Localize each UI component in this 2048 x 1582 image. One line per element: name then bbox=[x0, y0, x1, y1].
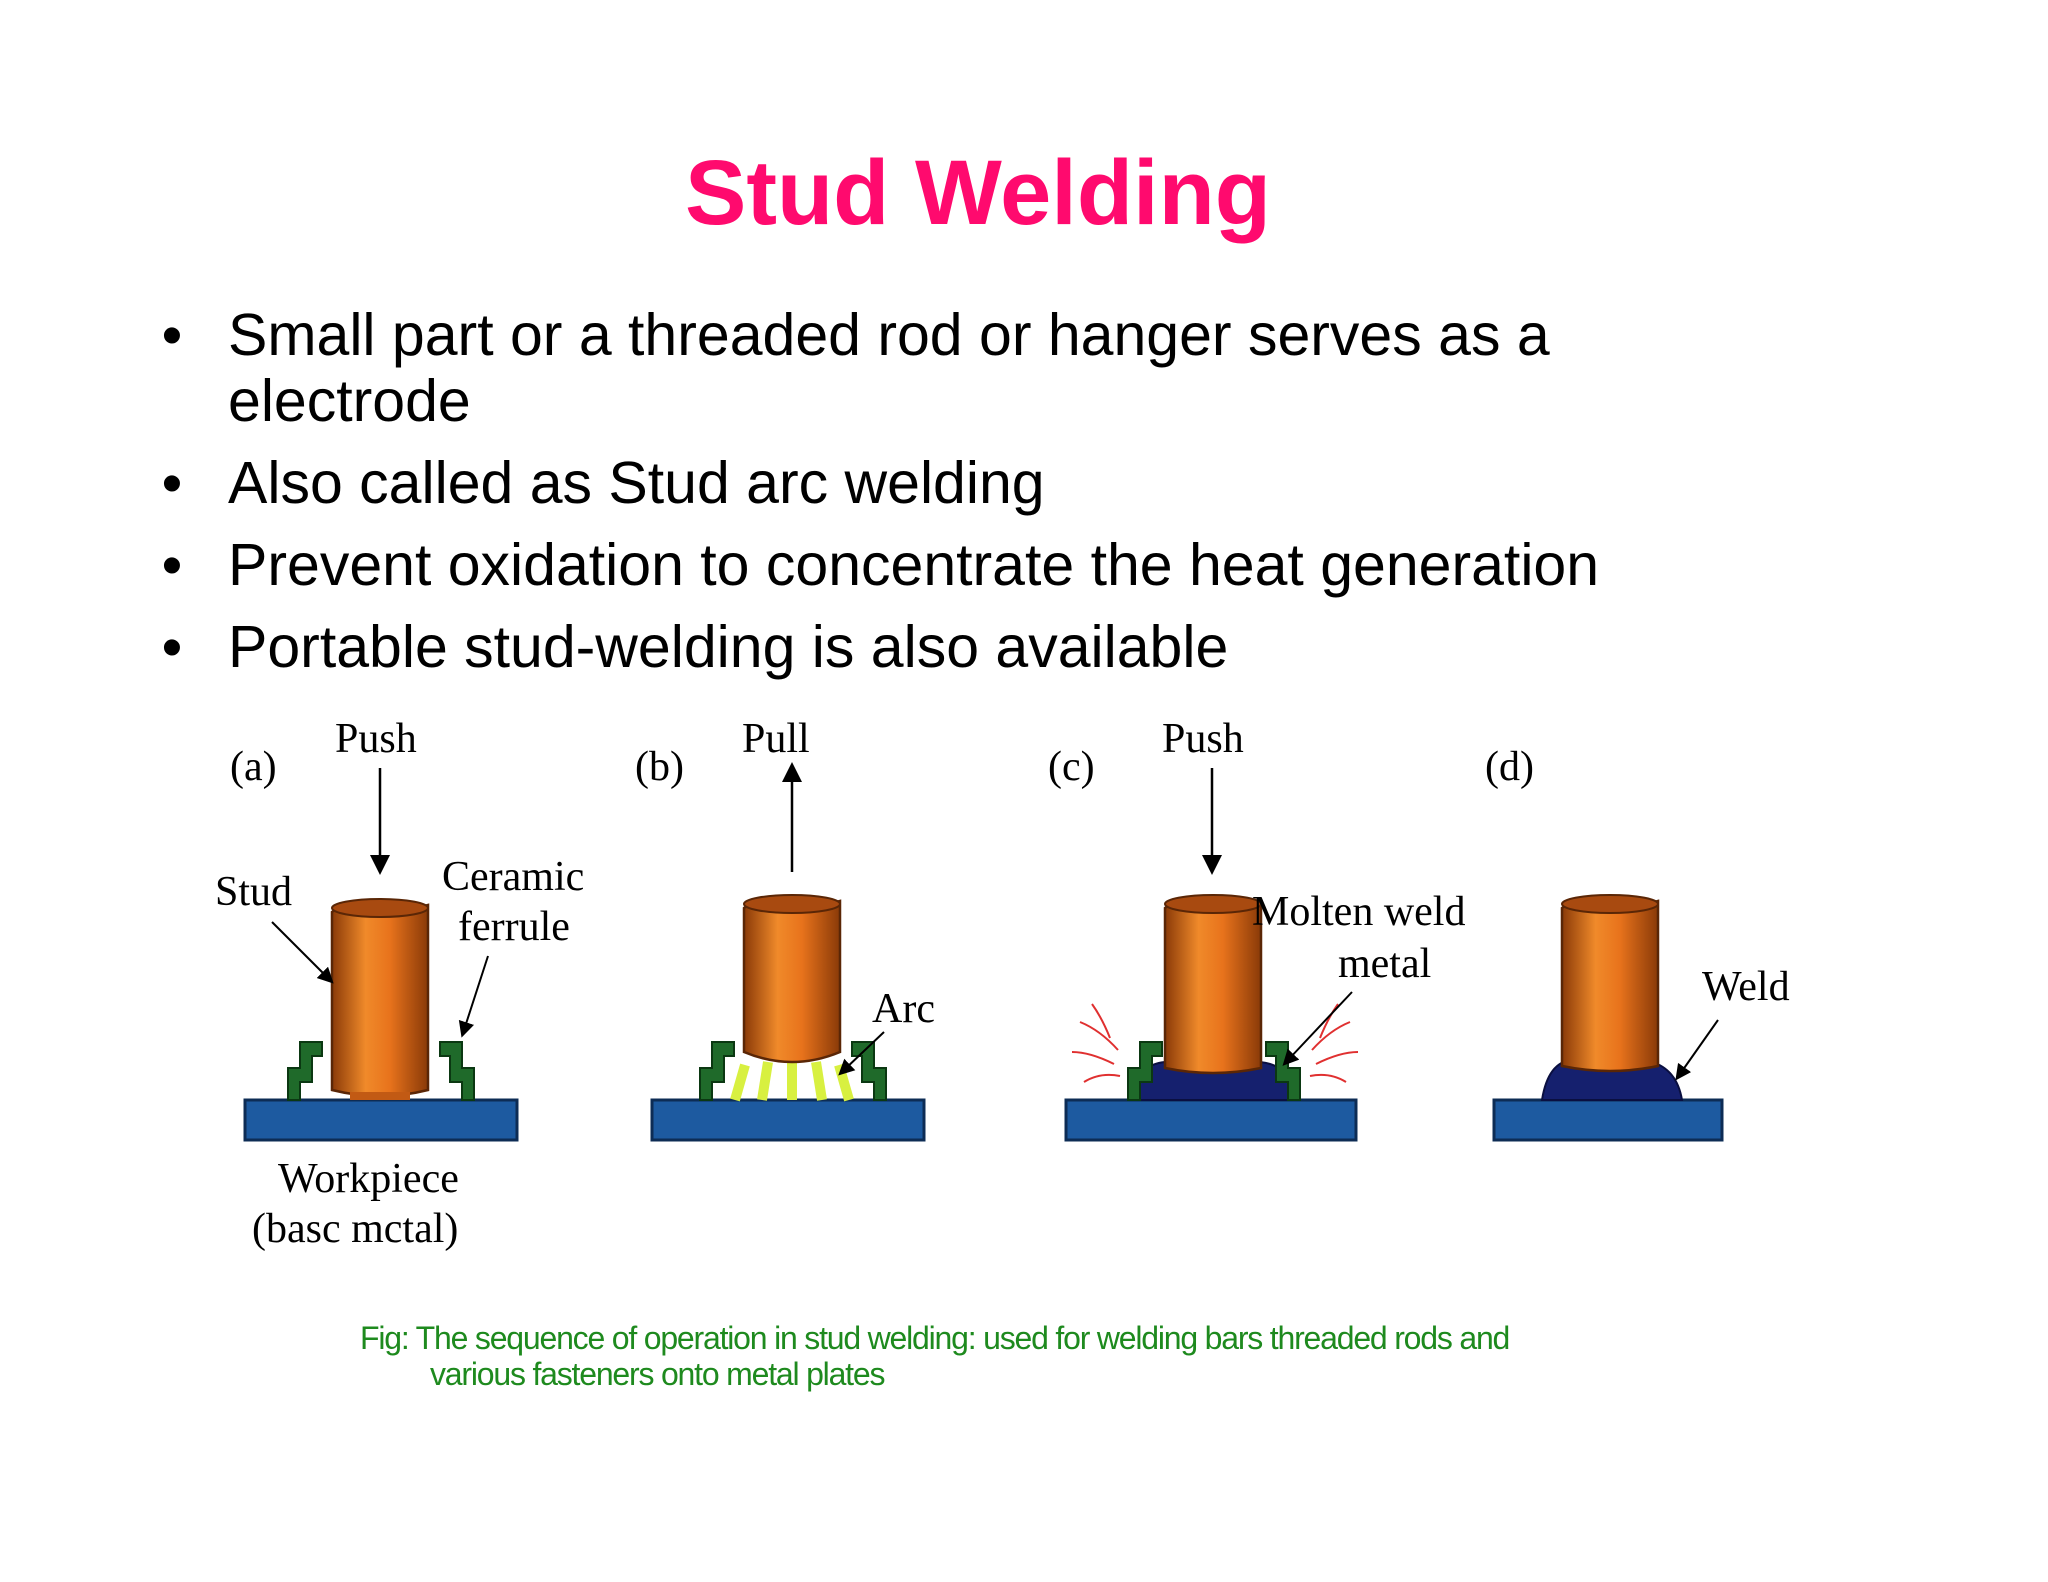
weld-label: Weld bbox=[1702, 964, 1790, 1010]
stud bbox=[742, 898, 842, 1064]
panel-a: (a) Push Stud Ceramic ferrule Workpiece … bbox=[215, 716, 584, 1252]
bullet-item: • Portable stud-welding is also availabl… bbox=[150, 614, 1750, 680]
bullet-text: Prevent oxidation to concentrate the hea… bbox=[228, 532, 1600, 598]
panel-c-letter: (c) bbox=[1048, 744, 1095, 790]
sparks-icon bbox=[1071, 1003, 1359, 1083]
caption-line-2: various fasteners onto metal plates bbox=[430, 1356, 885, 1392]
caption-line-1: Fig: The sequence of operation in stud w… bbox=[360, 1320, 1510, 1356]
base-metal-label: (basc mctal) bbox=[252, 1206, 458, 1252]
bullet-item: • Prevent oxidation to concentrate the h… bbox=[150, 532, 1750, 598]
bullet-dot-icon: • bbox=[161, 532, 183, 598]
panel-b-action: Pull bbox=[742, 716, 810, 762]
ceramic-ferrule-left bbox=[287, 1041, 323, 1101]
slide-title: Stud Welding bbox=[684, 142, 1271, 244]
bullet-text: Portable stud-welding is also available bbox=[228, 614, 1229, 680]
panel-c-action: Push bbox=[1162, 716, 1244, 762]
panel-c: (c) Push bbox=[1048, 716, 1465, 1142]
arc-label: Arc bbox=[872, 986, 935, 1032]
stud-top bbox=[331, 898, 429, 918]
ceramic-ferrule-right bbox=[1265, 1041, 1301, 1101]
stud-tip bbox=[350, 1092, 410, 1100]
workpiece bbox=[650, 1098, 926, 1142]
bullet-item: • Also called as Stud arc welding bbox=[150, 450, 1750, 516]
panel-d-letter: (d) bbox=[1485, 744, 1534, 790]
workpiece bbox=[1492, 1098, 1724, 1142]
bullet-text: Also called as Stud arc welding bbox=[228, 450, 1045, 516]
stud bbox=[1163, 898, 1263, 1075]
ferrule-pointer-icon bbox=[458, 955, 489, 1038]
bullet-dot-icon: • bbox=[161, 614, 183, 680]
stud-top bbox=[743, 894, 841, 914]
panel-d: (d) Weld bbox=[1485, 744, 1790, 1142]
ceramic-ferrule-left bbox=[699, 1041, 735, 1101]
bullet-dot-icon: • bbox=[161, 450, 183, 516]
panel-b: (b) Pull Arc bbox=[635, 716, 935, 1142]
stud-top bbox=[1164, 894, 1262, 914]
arc-icon bbox=[730, 1061, 854, 1102]
arc-pointer-icon bbox=[838, 1031, 885, 1076]
bullet-item: • Small part or a threaded rod or hanger… bbox=[150, 302, 1750, 434]
ceramic-ferrule-right bbox=[439, 1041, 475, 1101]
panel-a-action: Push bbox=[335, 716, 417, 762]
panel-a-letter: (a) bbox=[230, 744, 277, 790]
ceramic-ferrule-left bbox=[1127, 1041, 1163, 1101]
figure-caption: Fig: The sequence of operation in stud w… bbox=[360, 1320, 1660, 1392]
stud-welding-figure: (a) Push Stud Ceramic ferrule Workpiece … bbox=[200, 700, 1840, 1280]
ferrule-label: ferrule bbox=[458, 904, 570, 950]
ceramic-label: Ceramic bbox=[442, 854, 584, 900]
panel-b-letter: (b) bbox=[635, 744, 684, 790]
molten-pointer-icon bbox=[1282, 991, 1353, 1066]
stud-label: Stud bbox=[215, 869, 292, 915]
bullet-text: Small part or a threaded rod or hanger s… bbox=[228, 302, 1550, 434]
stud-welding-diagram: (a) Push Stud Ceramic ferrule Workpiece … bbox=[215, 716, 1790, 1252]
stud bbox=[1560, 898, 1660, 1073]
molten-weld-label: Molten weld bbox=[1252, 889, 1465, 935]
bullet-list: • Small part or a threaded rod or hanger… bbox=[150, 302, 1750, 696]
stud-top bbox=[1561, 894, 1659, 914]
workpiece bbox=[243, 1098, 519, 1142]
metal-label: metal bbox=[1338, 941, 1431, 987]
stud bbox=[330, 902, 430, 1098]
weld-pointer-icon bbox=[1675, 1019, 1719, 1081]
workpiece-label: Workpiece bbox=[278, 1156, 459, 1202]
ceramic-ferrule-right bbox=[851, 1041, 887, 1101]
workpiece bbox=[1064, 1098, 1358, 1142]
stud-pointer-icon bbox=[271, 921, 334, 984]
bullet-dot-icon: • bbox=[161, 302, 183, 368]
